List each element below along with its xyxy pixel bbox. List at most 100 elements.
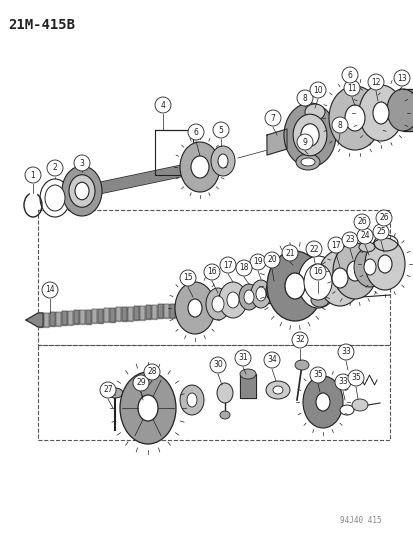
Ellipse shape <box>243 290 254 304</box>
Ellipse shape <box>309 264 325 280</box>
Ellipse shape <box>45 185 65 211</box>
Ellipse shape <box>218 282 247 318</box>
Text: 14: 14 <box>45 286 55 295</box>
Ellipse shape <box>206 288 230 320</box>
Ellipse shape <box>300 124 318 146</box>
Text: 21M-415B: 21M-415B <box>8 18 75 32</box>
Text: 16: 16 <box>312 268 322 277</box>
Polygon shape <box>158 304 163 319</box>
Ellipse shape <box>266 251 322 321</box>
Ellipse shape <box>367 74 383 90</box>
Ellipse shape <box>364 238 404 290</box>
Text: 27: 27 <box>103 385 112 394</box>
Polygon shape <box>116 308 121 321</box>
Text: 17: 17 <box>330 240 340 249</box>
Ellipse shape <box>393 70 409 86</box>
Ellipse shape <box>372 224 388 240</box>
Polygon shape <box>266 129 286 155</box>
Ellipse shape <box>187 393 197 407</box>
Text: 8: 8 <box>337 120 342 130</box>
Polygon shape <box>140 306 145 320</box>
Ellipse shape <box>42 282 58 298</box>
Ellipse shape <box>334 374 350 390</box>
Ellipse shape <box>339 405 353 415</box>
Ellipse shape <box>175 282 214 334</box>
Ellipse shape <box>62 166 102 216</box>
Text: 8: 8 <box>302 93 306 102</box>
Polygon shape <box>122 307 127 321</box>
Polygon shape <box>240 374 255 398</box>
Ellipse shape <box>341 232 357 248</box>
Polygon shape <box>44 312 49 327</box>
Ellipse shape <box>204 264 219 280</box>
Polygon shape <box>86 310 91 324</box>
Text: 26: 26 <box>378 214 388 222</box>
Ellipse shape <box>263 352 279 368</box>
Polygon shape <box>164 304 169 318</box>
Ellipse shape <box>292 114 326 156</box>
Text: 23: 23 <box>344 236 354 245</box>
Polygon shape <box>128 306 133 321</box>
Ellipse shape <box>211 296 223 312</box>
Text: 12: 12 <box>370 77 380 86</box>
Text: 4: 4 <box>160 101 165 109</box>
Ellipse shape <box>107 388 123 398</box>
Ellipse shape <box>284 273 304 299</box>
Ellipse shape <box>47 160 63 176</box>
Ellipse shape <box>250 280 271 308</box>
Ellipse shape <box>272 386 282 394</box>
Ellipse shape <box>295 154 319 170</box>
Ellipse shape <box>212 122 228 138</box>
Ellipse shape <box>305 241 321 257</box>
Ellipse shape <box>133 375 149 391</box>
Ellipse shape <box>25 167 41 183</box>
Ellipse shape <box>375 210 391 226</box>
Ellipse shape <box>300 158 314 166</box>
Text: 31: 31 <box>237 353 247 362</box>
Ellipse shape <box>240 369 255 379</box>
Ellipse shape <box>372 102 388 124</box>
Text: 13: 13 <box>396 74 406 83</box>
Text: 9: 9 <box>302 138 307 147</box>
Ellipse shape <box>331 117 347 133</box>
Polygon shape <box>74 310 79 325</box>
Text: 7: 7 <box>270 114 275 123</box>
Ellipse shape <box>144 364 159 380</box>
Text: 1: 1 <box>31 171 35 180</box>
Polygon shape <box>146 305 151 319</box>
Ellipse shape <box>69 175 95 207</box>
Text: 28: 28 <box>147 367 157 376</box>
Ellipse shape <box>309 367 325 383</box>
Ellipse shape <box>303 264 331 300</box>
Polygon shape <box>98 309 103 323</box>
Polygon shape <box>30 192 36 198</box>
Text: 26: 26 <box>356 217 366 227</box>
Ellipse shape <box>302 376 342 428</box>
Ellipse shape <box>40 179 70 217</box>
Text: 6: 6 <box>347 70 351 79</box>
Polygon shape <box>80 310 85 324</box>
Ellipse shape <box>327 237 343 253</box>
Text: 5: 5 <box>218 125 223 134</box>
Text: 33: 33 <box>337 377 347 386</box>
Polygon shape <box>402 89 413 131</box>
Text: 33: 33 <box>340 348 350 357</box>
Ellipse shape <box>344 105 364 131</box>
Ellipse shape <box>356 228 372 244</box>
Text: 15: 15 <box>183 273 192 282</box>
Ellipse shape <box>358 85 402 141</box>
Text: 32: 32 <box>294 335 304 344</box>
Ellipse shape <box>100 382 116 398</box>
Text: 22: 22 <box>309 245 318 254</box>
Ellipse shape <box>377 255 391 273</box>
Ellipse shape <box>235 260 252 276</box>
Ellipse shape <box>263 252 279 268</box>
Ellipse shape <box>353 214 369 230</box>
Ellipse shape <box>264 110 280 126</box>
Ellipse shape <box>266 381 289 399</box>
Ellipse shape <box>331 268 347 288</box>
Ellipse shape <box>386 89 413 131</box>
Text: 35: 35 <box>350 374 360 383</box>
Ellipse shape <box>351 399 367 411</box>
Text: 10: 10 <box>312 85 322 94</box>
